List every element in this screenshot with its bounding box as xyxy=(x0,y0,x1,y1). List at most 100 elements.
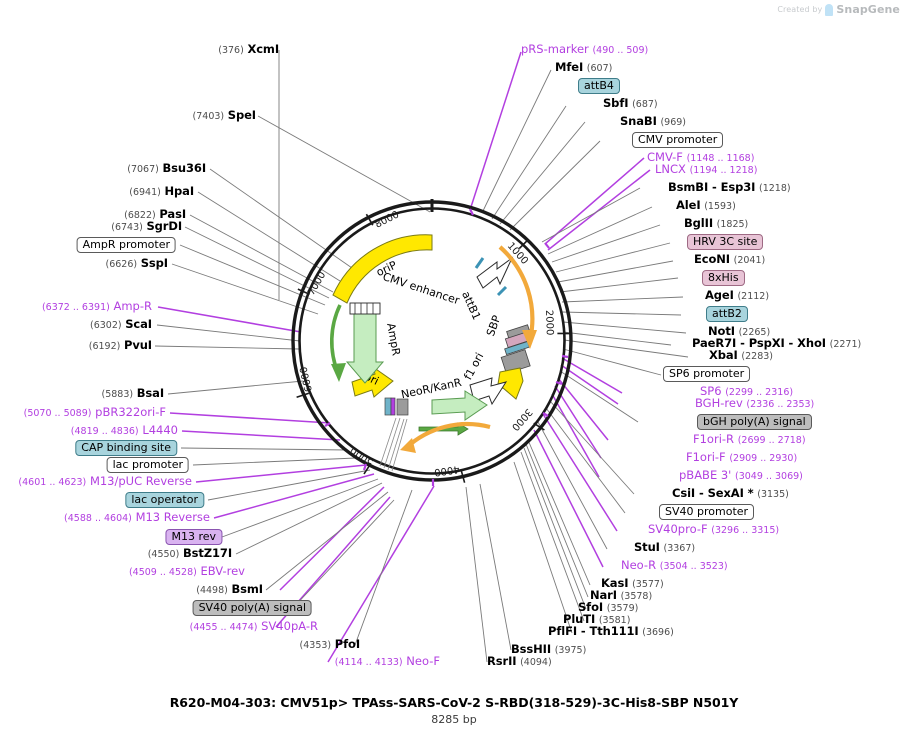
label-rsrii[interactable]: RsrII (4094) xyxy=(487,654,552,669)
label-spei[interactable]: (7403) SpeI xyxy=(192,108,257,123)
feature-label-f1-ori: f1 ori xyxy=(461,351,486,382)
label-cap-binding-site[interactable]: CAP binding site xyxy=(75,440,177,456)
label-sv40pa-r[interactable]: (4455 .. 4474) SV40pA-R xyxy=(189,619,318,634)
label-sgrdi[interactable]: (6743) SgrDI xyxy=(111,219,182,234)
label-f1ori-r[interactable]: F1ori-R (2699 .. 2718) xyxy=(693,432,806,447)
feature-label-attb1: attB1 xyxy=(459,289,483,322)
label-sbfi[interactable]: SbfI (687) xyxy=(603,96,658,111)
label-sspi[interactable]: (6626) SspI xyxy=(105,256,169,271)
label-agei[interactable]: AgeI (2112) xyxy=(705,288,770,303)
feature-label-ampr: AmpR xyxy=(384,322,403,357)
label-lac-promoter[interactable]: lac promoter xyxy=(106,457,189,473)
label-hpai[interactable]: (6941) HpaI xyxy=(129,184,194,199)
feature-green-arc-left-head xyxy=(331,363,346,382)
label-l4440[interactable]: (4819 .. 4836) L4440 xyxy=(70,423,178,438)
label-pfoi[interactable]: (4353) PfoI xyxy=(299,637,361,652)
tick-label-2000: 2000 xyxy=(543,310,555,336)
label-pflfi-tth111i[interactable]: PflFI - Tth111I (3696) xyxy=(548,624,674,639)
label-attb2[interactable]: attB2 xyxy=(706,306,748,322)
badge-8xhis: 8xHis xyxy=(702,270,745,286)
ruler-ticks xyxy=(296,199,571,483)
label-sp6-promoter[interactable]: SP6 promoter xyxy=(663,366,751,382)
label-sfoi[interactable]: SfoI (3579) xyxy=(578,600,639,615)
label-neo-r[interactable]: Neo-R (3504 .. 3523) xyxy=(621,558,728,573)
label-xcmi[interactable]: (376) XcmI xyxy=(218,42,279,57)
label-lac-operator[interactable]: lac operator xyxy=(125,492,204,508)
label-bsmbi-esp3i[interactable]: BsmBI - Esp3I (1218) xyxy=(668,180,791,195)
label-f1ori-f[interactable]: F1ori-F (2909 .. 2930) xyxy=(686,450,798,465)
label-lncx[interactable]: LNCX (1194 .. 1218) xyxy=(655,162,758,177)
badge-cmv-promoter: CMV promoter xyxy=(632,132,724,148)
label-alei[interactable]: AleI (1593) xyxy=(676,198,736,213)
snapgene-logo-icon xyxy=(825,3,834,16)
label-paer7i-pspxi-xhoi[interactable]: PaeR7I - PspXI - XhoI (2271) xyxy=(692,336,862,351)
feature-orange-arc-right-head xyxy=(522,330,537,349)
badge-lac-promoter: lac promoter xyxy=(106,457,189,473)
label-xbai[interactable]: XbaI (2283) xyxy=(709,348,773,363)
label-pbr322ori-f[interactable]: (5070 .. 5089) pBR322ori-F xyxy=(23,405,166,420)
label-m13-reverse[interactable]: (4588 .. 4604) M13 Reverse xyxy=(64,510,210,525)
label-m13-puc-reverse[interactable]: (4601 .. 4623) M13/pUC Reverse xyxy=(18,474,192,489)
label-sp6[interactable]: SP6 (2299 .. 2316) xyxy=(700,384,794,399)
label-bsai[interactable]: (5883) BsaI xyxy=(101,386,165,401)
label-nari[interactable]: NarI (3578) xyxy=(590,588,653,603)
feature-green-arc-left xyxy=(330,304,342,374)
label-sv40-promoter[interactable]: SV40 promoter xyxy=(659,504,755,520)
label-bsmi[interactable]: (4498) BsmI xyxy=(196,582,263,597)
feature-ampr-signal-box xyxy=(349,302,381,315)
label-neo-f[interactable]: (4114 .. 4133) Neo-F xyxy=(334,654,440,669)
feature-ampr-hatch xyxy=(354,303,374,314)
badge-sv40-polya-signal: SV40 poly(A) signal xyxy=(192,600,312,616)
plasmid-name: R620-M04-303: CMV51p> TPAss-SARS-CoV-2 S… xyxy=(169,695,739,710)
label-cmv-promoter[interactable]: CMV promoter xyxy=(632,132,724,148)
label-bstz17i[interactable]: (4550) BstZ17I xyxy=(147,546,232,561)
feature-orange-arc-lower-head xyxy=(400,438,416,453)
label-bsu36i[interactable]: (7067) Bsu36I xyxy=(127,161,206,176)
label-mfei[interactable]: MfeI (607) xyxy=(555,60,613,75)
badge-ampr-promoter: AmpR promoter xyxy=(76,237,176,253)
leader-lines-primer-top-left xyxy=(157,306,302,333)
label-bglii[interactable]: BglII (1825) xyxy=(684,216,749,231)
label-bgh-polya-signal[interactable]: bGH poly(A) signal xyxy=(697,414,812,430)
feature-label-cmv-enhancer: CMV enhancer xyxy=(381,270,462,307)
label-kasi[interactable]: KasI (3577) xyxy=(601,576,664,591)
label-8xhis[interactable]: 8xHis xyxy=(702,270,745,286)
label-sv40pro-f[interactable]: SV40pro-F (3296 .. 3315) xyxy=(648,522,780,537)
label-pvui[interactable]: (6192) PvuI xyxy=(88,338,152,353)
label-attb4[interactable]: attB4 xyxy=(578,78,620,94)
badge-cap-binding-site: CAP binding site xyxy=(75,440,177,456)
badge-m13-rev: M13 rev xyxy=(165,529,222,545)
label-econi[interactable]: EcoNI (2041) xyxy=(694,252,766,267)
feature-ampr-arrow xyxy=(345,312,385,384)
label-pluti[interactable]: PluTI (3581) xyxy=(563,612,631,627)
label-noti[interactable]: NotI (2265) xyxy=(708,324,771,339)
label-m13-rev[interactable]: M13 rev xyxy=(165,529,222,545)
label-sv40-polya-signal[interactable]: SV40 poly(A) signal xyxy=(192,600,312,616)
badge-hrv-3c-site: HRV 3C site xyxy=(687,234,764,250)
label-pasi[interactable]: (6822) PasI xyxy=(124,207,186,222)
label-bgh-rev[interactable]: BGH-rev (2336 .. 2353) xyxy=(695,396,815,411)
snapgene-watermark: Created by SnapGene xyxy=(777,3,900,16)
feature-attb1-arrow xyxy=(476,256,514,289)
label-ebv-rev[interactable]: (4509 .. 4528) EBV-rev xyxy=(128,564,245,579)
label-snabi[interactable]: SnaBI (969) xyxy=(620,114,686,129)
label-stui[interactable]: StuI (3367) xyxy=(634,540,696,555)
badge-attb2: attB2 xyxy=(706,306,748,322)
label-pbabe-3prime[interactable]: pBABE 3' (3049 .. 3069) xyxy=(679,468,803,483)
feature-attb1-marker-b xyxy=(496,285,508,297)
label-hrv-3c-site[interactable]: HRV 3C site xyxy=(687,234,764,250)
label-scai[interactable]: (6302) ScaI xyxy=(90,317,152,332)
feature-label-neor-kanr: NeoR/KanR xyxy=(400,376,463,402)
label-prs-marker[interactable]: pRS-marker (490 .. 509) xyxy=(521,42,649,57)
tick-label-4000: 4000 xyxy=(433,463,460,477)
label-bsshii[interactable]: BssHII (3975) xyxy=(511,642,587,657)
feature-attb1-marker-a xyxy=(474,257,485,269)
label-csii-sexai[interactable]: CsiI - SexAI * (3135) xyxy=(672,486,789,501)
label-ampr-promoter[interactable]: AmpR promoter xyxy=(76,237,176,253)
leader-lines-primer-bottom-left xyxy=(169,412,435,663)
label-cmv-f[interactable]: CMV-F (1148 .. 1168) xyxy=(647,150,755,165)
label-amp-r-primer[interactable]: (6372 .. 6391) Amp-R xyxy=(41,299,152,314)
leader-lines-primer-top-right xyxy=(469,51,651,251)
plasmid-length: 8285 bp xyxy=(431,713,477,726)
